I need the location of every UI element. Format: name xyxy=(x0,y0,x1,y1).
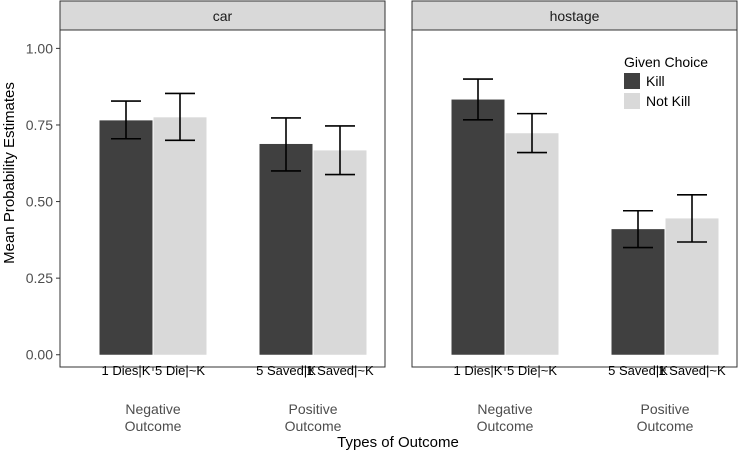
bar-label: 5 Saved|K xyxy=(608,363,668,378)
x-tick-label: Outcome xyxy=(125,418,182,434)
error-bar xyxy=(111,100,141,140)
error-bar xyxy=(463,78,493,121)
legend-title: Given Choice xyxy=(624,54,708,70)
error-bar xyxy=(677,194,707,243)
legend: Given Choice Kill Not Kill xyxy=(624,54,708,109)
y-tick-label: 0.75 xyxy=(26,117,53,133)
bar xyxy=(153,117,207,355)
bar-label: 1 Dies|K xyxy=(102,363,151,378)
y-tick-label: 0.25 xyxy=(26,270,53,286)
x-tick-label: Negative xyxy=(477,401,532,417)
x-tick-label: Outcome xyxy=(477,418,534,434)
axes: NegativeOutcomePositiveOutcomeNegativeOu… xyxy=(26,40,694,434)
legend-label: Not Kill xyxy=(646,93,690,109)
bar-label: 5 Die|~K xyxy=(155,363,205,378)
error-bar xyxy=(165,92,195,142)
legend-swatch xyxy=(624,73,640,89)
y-tick-label: 1.00 xyxy=(26,40,53,56)
x-tick-label: Positive xyxy=(640,401,689,417)
error-bar xyxy=(623,209,653,249)
error-bar xyxy=(517,112,547,154)
bar-label: 5 Saved|K xyxy=(256,363,316,378)
legend-swatch xyxy=(624,93,640,109)
strip-background xyxy=(59,0,386,31)
y-tick-label: 0.50 xyxy=(26,194,53,210)
bar-label: 5 Die|~K xyxy=(507,363,557,378)
error-bar xyxy=(271,117,301,172)
x-tick-label: Negative xyxy=(125,401,180,417)
strip-label: car xyxy=(213,8,233,24)
bar-label: 1 Dies|K xyxy=(454,363,503,378)
bar xyxy=(505,133,559,355)
strip-label: hostage xyxy=(550,8,600,24)
x-tick-label: Positive xyxy=(288,401,337,417)
y-axis-title: Mean Probability Estimates xyxy=(1,82,18,264)
panel-hostage: hostage 1 Dies|K 5 Die|~K 5 Saved|K1 Saved|… xyxy=(411,0,738,378)
bar-label: 1 Saved|~K xyxy=(306,363,374,378)
panel-car: car 1 Dies|K 5 Die|~K 5 Saved|K1 Saved|~K xyxy=(59,0,386,378)
x-tick-label: Outcome xyxy=(285,418,342,434)
error-bar xyxy=(325,125,355,176)
x-tick-label: Outcome xyxy=(637,418,694,434)
bar xyxy=(451,99,505,355)
bar xyxy=(259,143,313,355)
bar-label: 1 Saved|~K xyxy=(658,363,726,378)
bar xyxy=(611,229,665,355)
y-tick-label: 0.00 xyxy=(26,347,53,363)
bar xyxy=(313,150,367,355)
bar xyxy=(99,120,153,355)
strip-background xyxy=(411,0,738,31)
x-axis-title: Types of Outcome xyxy=(337,434,459,451)
legend-label: Kill xyxy=(646,73,665,89)
